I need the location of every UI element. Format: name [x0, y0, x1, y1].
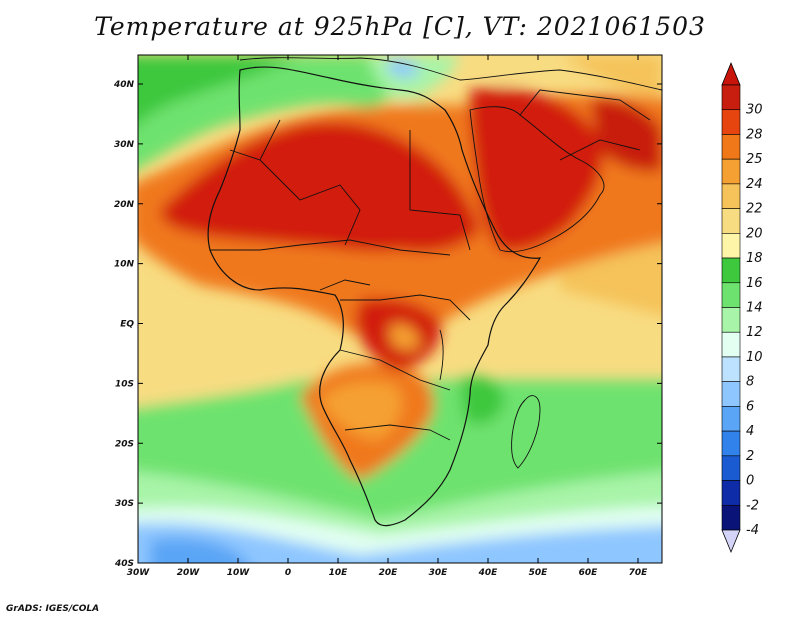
colorbar-swatch	[721, 480, 741, 506]
colorbar-swatch	[721, 109, 741, 135]
colorbar-label: -2	[746, 498, 759, 513]
colorbar-label: 18	[746, 251, 763, 266]
colorbar-label: 8	[746, 375, 754, 390]
map-frame	[137, 54, 663, 564]
lon-label: 10E	[329, 568, 349, 578]
lon-label: 20E	[379, 568, 399, 578]
colorbar-swatch	[721, 430, 741, 457]
colorbar-swatch	[721, 307, 741, 333]
lat-label: 20N	[114, 200, 135, 210]
lat-label: EQ	[120, 320, 134, 330]
lat-label: 30S	[115, 499, 134, 509]
colorbar-swatch	[721, 504, 741, 531]
latitude-labels: 40N 30N 20N 10N EQ 10S 20S 30S 40S	[113, 80, 135, 569]
colorbar-label: 22	[746, 202, 763, 217]
colorbar-label: 2	[746, 449, 754, 464]
colorbar-swatch	[721, 208, 741, 234]
lon-label: 10W	[227, 568, 251, 578]
lon-label: 30W	[127, 568, 151, 578]
coastlines	[207, 57, 662, 527]
colorbar-label: 0	[746, 474, 754, 489]
colorbar-label: 20	[746, 226, 763, 241]
colorbar-label: 4	[746, 424, 754, 439]
lat-label: 10N	[114, 260, 135, 270]
chart-title: Temperature at 925hPa [C], VT: 202106150…	[94, 12, 706, 41]
colorbar-swatch	[721, 257, 741, 284]
colorbar-swatch	[721, 282, 741, 308]
colorbar-label: 25	[746, 152, 763, 167]
colorbar-bottom-arrow	[721, 529, 741, 554]
lon-label: 50E	[529, 568, 549, 578]
colorbar-swatch	[721, 84, 741, 111]
lat-label: 30N	[114, 140, 135, 150]
lat-label: 20S	[115, 439, 134, 449]
colorbar-top-arrow	[721, 61, 741, 86]
temperature-field	[138, 55, 662, 563]
lon-label: 40E	[478, 568, 499, 578]
axis-ticks	[137, 55, 662, 564]
lon-label: 20W	[177, 568, 201, 578]
lat-label: 10S	[115, 379, 134, 389]
credit-text: GrADS: IGES/COLA	[6, 604, 100, 614]
lon-label: 70E	[629, 568, 649, 578]
colorbar-swatch	[721, 331, 741, 358]
colorbar-swatch	[721, 381, 741, 407]
lat-label: 40N	[113, 80, 135, 90]
colorbar-swatch	[721, 356, 741, 382]
colorbar-label: 30	[746, 103, 763, 118]
colorbar-label: -4	[746, 523, 759, 538]
colorbar-label: 16	[746, 276, 763, 291]
colorbar-label: 6	[746, 399, 754, 414]
lat-label: 40S	[114, 559, 134, 569]
colorbar-swatch	[721, 134, 741, 160]
colorbar-swatch	[721, 158, 741, 185]
colorbar-swatch	[721, 455, 741, 481]
colorbar-label: 12	[746, 325, 763, 340]
longitude-labels: 30W 20W 10W 0 10E 20E 30E 40E 50E 60E 70E	[127, 568, 648, 578]
colorbar-label: 28	[746, 127, 763, 142]
colorbar-swatch	[721, 233, 741, 259]
lon-label: 0	[285, 568, 291, 578]
colorbar-swatch	[721, 406, 741, 432]
colorbar-label: 24	[746, 177, 763, 192]
colorbar-label: 10	[746, 350, 763, 365]
colorbar-label: 14	[746, 301, 763, 316]
lon-label: 30E	[429, 568, 449, 578]
colorbar-swatch	[721, 183, 741, 209]
lon-label: 60E	[579, 568, 599, 578]
